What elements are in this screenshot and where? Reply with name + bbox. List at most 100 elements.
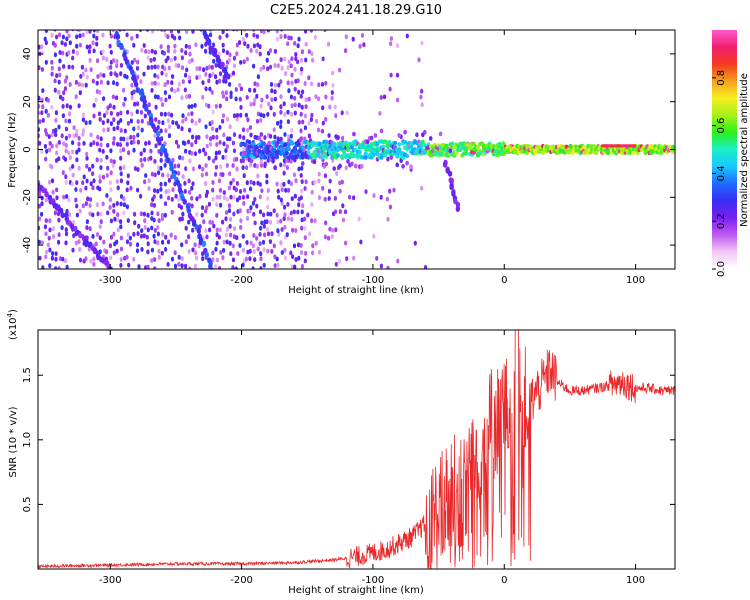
spectrogram-cell: [244, 112, 248, 118]
spectrogram-cell: [187, 219, 191, 225]
spectrogram-cell: [275, 36, 280, 42]
spectrogram-cell: [170, 112, 174, 118]
spectrogram-cell: [289, 210, 293, 216]
spectrogram-cell: [303, 136, 307, 142]
spectrogram-cell: [159, 97, 163, 102]
spectrogram-cell: [282, 101, 286, 107]
spectrogram-cell: [44, 231, 48, 237]
spectrogram-cell: [64, 135, 68, 141]
x-tick-label: -100: [362, 275, 385, 286]
spectrogram-cell: [173, 56, 177, 61]
spectrogram-cell: [211, 257, 215, 262]
spectrogram-cell: [279, 218, 283, 224]
spectrogram-cell: [84, 185, 88, 191]
spectrogram-cell: [290, 127, 294, 133]
spectrogram-cell: [48, 218, 52, 224]
colorbar-gradient: [712, 30, 737, 269]
spectrogram-cell: [279, 104, 283, 110]
spectrogram-cell: [38, 255, 42, 261]
spectrogram-cell: [214, 172, 218, 177]
spectrogram-cell: [303, 125, 307, 131]
spectrogram-cell: [133, 166, 137, 171]
spectrogram-cell: [139, 79, 143, 85]
spectrogram-cell: [209, 30, 213, 32]
spectrogram-cell: [234, 87, 238, 92]
spectrogram-cell: [173, 263, 178, 269]
spectrogram-cell: [287, 134, 291, 140]
spectrogram-cell: [127, 262, 131, 268]
spectrogram-cell: [190, 203, 194, 209]
spectrogram-cell: [311, 243, 315, 249]
spectrogram-cell: [233, 226, 237, 231]
spectrogram-cell: [139, 110, 144, 115]
spectrogram-cell: [140, 127, 144, 133]
spectrogram-cell: [166, 173, 170, 178]
spectrogram-cell: [64, 126, 69, 132]
spectrogram-cell: [77, 30, 81, 33]
spectrogram-cell: [156, 64, 160, 70]
spectrogram-cell: [272, 243, 276, 249]
spectrogram-cell: [397, 142, 402, 147]
spectrogram-cell: [204, 252, 209, 258]
spectrogram-x-ticks: -300 -200 -100 0 100: [99, 30, 645, 286]
spectrogram-cell: [234, 96, 238, 102]
spectrogram-cell: [283, 132, 287, 137]
spectrogram-cell: [55, 34, 59, 40]
spectrogram-cell: [136, 125, 141, 131]
spectrogram-cell: [181, 79, 185, 84]
spectrogram-cell: [238, 96, 242, 102]
spectrogram-cell: [211, 187, 215, 193]
spectrogram-cell: [245, 165, 249, 171]
spectrogram-cell: [169, 232, 173, 238]
spectrogram-cell: [255, 48, 259, 54]
spectrogram-cell: [109, 121, 113, 126]
spectrogram-cell: [191, 247, 195, 253]
spectrogram-cell: [40, 211, 44, 217]
spectrogram-cell: [116, 111, 120, 117]
spectrogram-cell: [671, 144, 675, 150]
spectrogram-cell: [198, 66, 202, 71]
spectrogram-cell: [323, 234, 327, 240]
spectrogram-cell: [150, 88, 154, 93]
spectrogram-cell: [88, 203, 92, 208]
spectrogram-cell: [387, 140, 392, 145]
spectrogram-cell: [294, 257, 298, 262]
spectrogram-cell: [50, 132, 54, 138]
spectrogram-cell: [166, 44, 170, 50]
spectrogram-cell: [215, 202, 219, 208]
spectrogram-cell: [173, 43, 177, 49]
spectrogram-cell: [338, 142, 343, 147]
spectrogram-cell: [112, 203, 116, 208]
spectrogram-cell: [133, 211, 137, 217]
spectrogram-cell: [304, 179, 308, 185]
spectrogram-cell: [215, 227, 219, 233]
spectrogram-cell: [193, 263, 197, 269]
spectrogram-cell: [130, 60, 134, 65]
spectrogram-cell: [135, 33, 139, 39]
spectrogram-cell: [167, 124, 172, 129]
spectrogram-cell: [190, 118, 194, 124]
spectrogram-cell: [78, 232, 83, 239]
spectrogram-cell: [222, 190, 226, 195]
spectrogram-cell: [161, 232, 165, 237]
spectrogram-cell: [382, 94, 387, 100]
spectrogram-cell: [198, 148, 202, 154]
spectrogram-cell: [50, 105, 54, 110]
spectrogram-cell: [75, 34, 79, 40]
spectrogram-cell: [98, 186, 102, 192]
spectrogram-cell: [234, 187, 238, 193]
spectrogram-cell: [354, 163, 358, 169]
spectrogram-cell: [51, 251, 55, 256]
spectrogram-cell: [109, 255, 113, 261]
spectrogram-cell: [303, 235, 307, 241]
spectrogram-cell: [92, 103, 96, 108]
spectrogram-cell: [98, 178, 102, 184]
spectrogram-cell: [231, 70, 236, 76]
spectrogram-cell: [204, 102, 208, 108]
spectrogram-cell: [464, 151, 469, 156]
spectrogram-cell: [41, 104, 45, 110]
spectrogram-cell: [304, 250, 308, 256]
spectrogram-cell: [153, 159, 157, 164]
spectrogram-cell: [253, 97, 257, 103]
